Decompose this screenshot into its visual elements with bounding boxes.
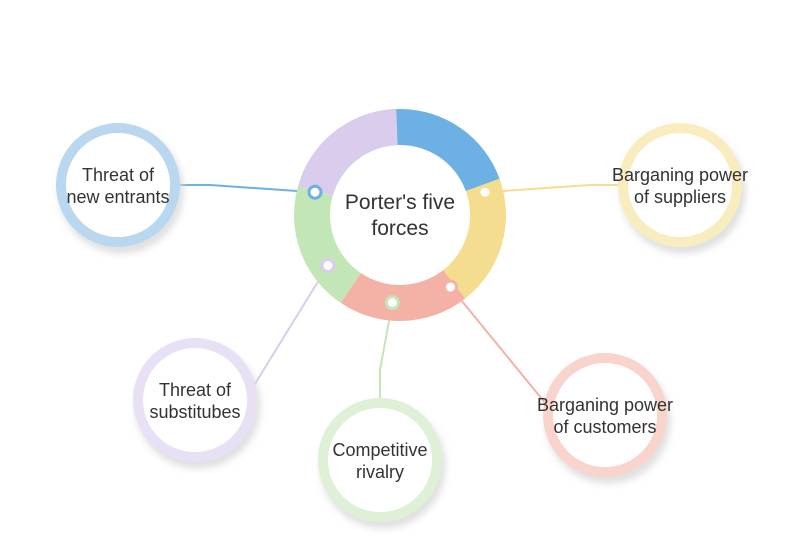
satellite-suppliers: Barganing powerof suppliers: [612, 123, 748, 247]
connector-substitutes: [245, 265, 328, 400]
connector-suppliers: [485, 185, 618, 192]
hub-dot-customers: [444, 281, 456, 293]
center-ring: [294, 109, 506, 321]
hub-dot-rivalry: [386, 297, 398, 309]
hub-dot-substitutes: [322, 259, 334, 271]
connector-new-entrants: [180, 185, 315, 192]
satellite-face-rivalry: [328, 408, 432, 512]
satellite-substitutes: Threat ofsubstitubes: [133, 338, 257, 462]
center-title: Porter's fiveforces: [345, 191, 455, 240]
hub-dot-suppliers: [479, 186, 491, 198]
satellite-face-customers: [553, 363, 657, 467]
satellite-face-suppliers: [628, 133, 732, 237]
satellite-new-entrants: Threat ofnew entrants: [56, 123, 180, 247]
hub-dot-new-entrants: [309, 186, 321, 198]
porters-five-forces-diagram: Porter's fiveforces Threat ofnew entrants…: [0, 0, 800, 546]
satellite-face-new-entrants: [66, 133, 170, 237]
ring-segment-salmon: [341, 270, 466, 321]
satellite-customers: Barganing powerof customers: [537, 353, 673, 477]
ring-segment-lilac: [298, 109, 397, 196]
satellite-rivalry: Competitiverivalry: [318, 398, 442, 522]
satellite-face-substitutes: [143, 348, 247, 452]
